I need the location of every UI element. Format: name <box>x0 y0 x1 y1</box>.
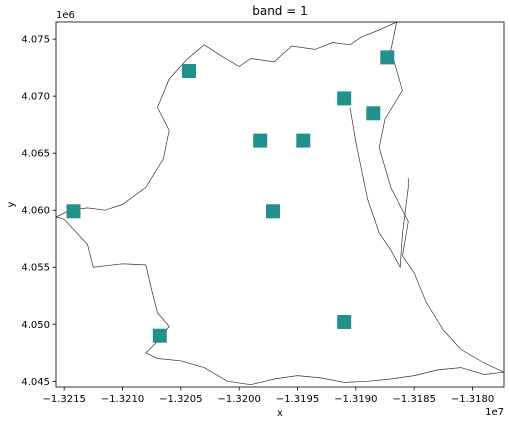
x-tick-label: −1.3180 <box>451 394 494 405</box>
y-tick-label: 4.065 <box>21 149 50 160</box>
x-tick-label: −1.3185 <box>392 394 435 405</box>
data-point-10 <box>337 315 352 329</box>
x-tick-label: −1.3210 <box>101 394 144 405</box>
y-tick-label: 4.060 <box>21 206 50 217</box>
y-tick-label: 4.055 <box>21 263 50 274</box>
y-axis-ticks: 4.045 4.050 4.055 4.060 4.065 4.070 4.075 <box>21 35 56 388</box>
data-point-6 <box>337 91 352 106</box>
boundary-outline <box>55 21 505 386</box>
y-axis-label: y <box>6 201 17 207</box>
y-axis-offset-label: 1e6 <box>56 10 75 21</box>
data-points <box>66 50 395 343</box>
data-point-4 <box>296 133 311 148</box>
data-point-3 <box>253 133 268 148</box>
boundary-inner-line <box>349 107 409 269</box>
x-axis-ticks: −1.3215 −1.3210 −1.3205 −1.3200 −1.3195 −1.31… <box>42 387 494 405</box>
y-tick-label: 4.045 <box>21 377 50 388</box>
x-tick-label: −1.3195 <box>276 394 319 405</box>
boundary-right-line <box>378 21 505 373</box>
plot-frame <box>55 21 505 388</box>
x-tick-label: −1.3205 <box>159 394 202 405</box>
boundary-bottom-line <box>55 216 505 386</box>
x-tick-label: −1.3190 <box>334 394 377 405</box>
y-tick-label: 4.075 <box>21 35 50 46</box>
y-tick-label: 4.070 <box>21 92 50 103</box>
boundary-top-line <box>55 21 397 218</box>
x-axis-offset-label: 1e7 <box>485 407 504 418</box>
y-tick-label: 4.050 <box>21 320 50 331</box>
data-point-7 <box>366 106 381 121</box>
x-tick-label: −1.3215 <box>42 394 85 405</box>
data-point-1 <box>66 204 81 219</box>
chart-title: band = 1 <box>252 4 308 18</box>
x-tick-label: −1.3200 <box>217 394 260 405</box>
data-point-5 <box>266 204 280 219</box>
data-point-9 <box>152 328 167 343</box>
data-point-2 <box>182 64 196 78</box>
x-axis-label: x <box>277 408 283 419</box>
data-point-8 <box>380 50 395 65</box>
